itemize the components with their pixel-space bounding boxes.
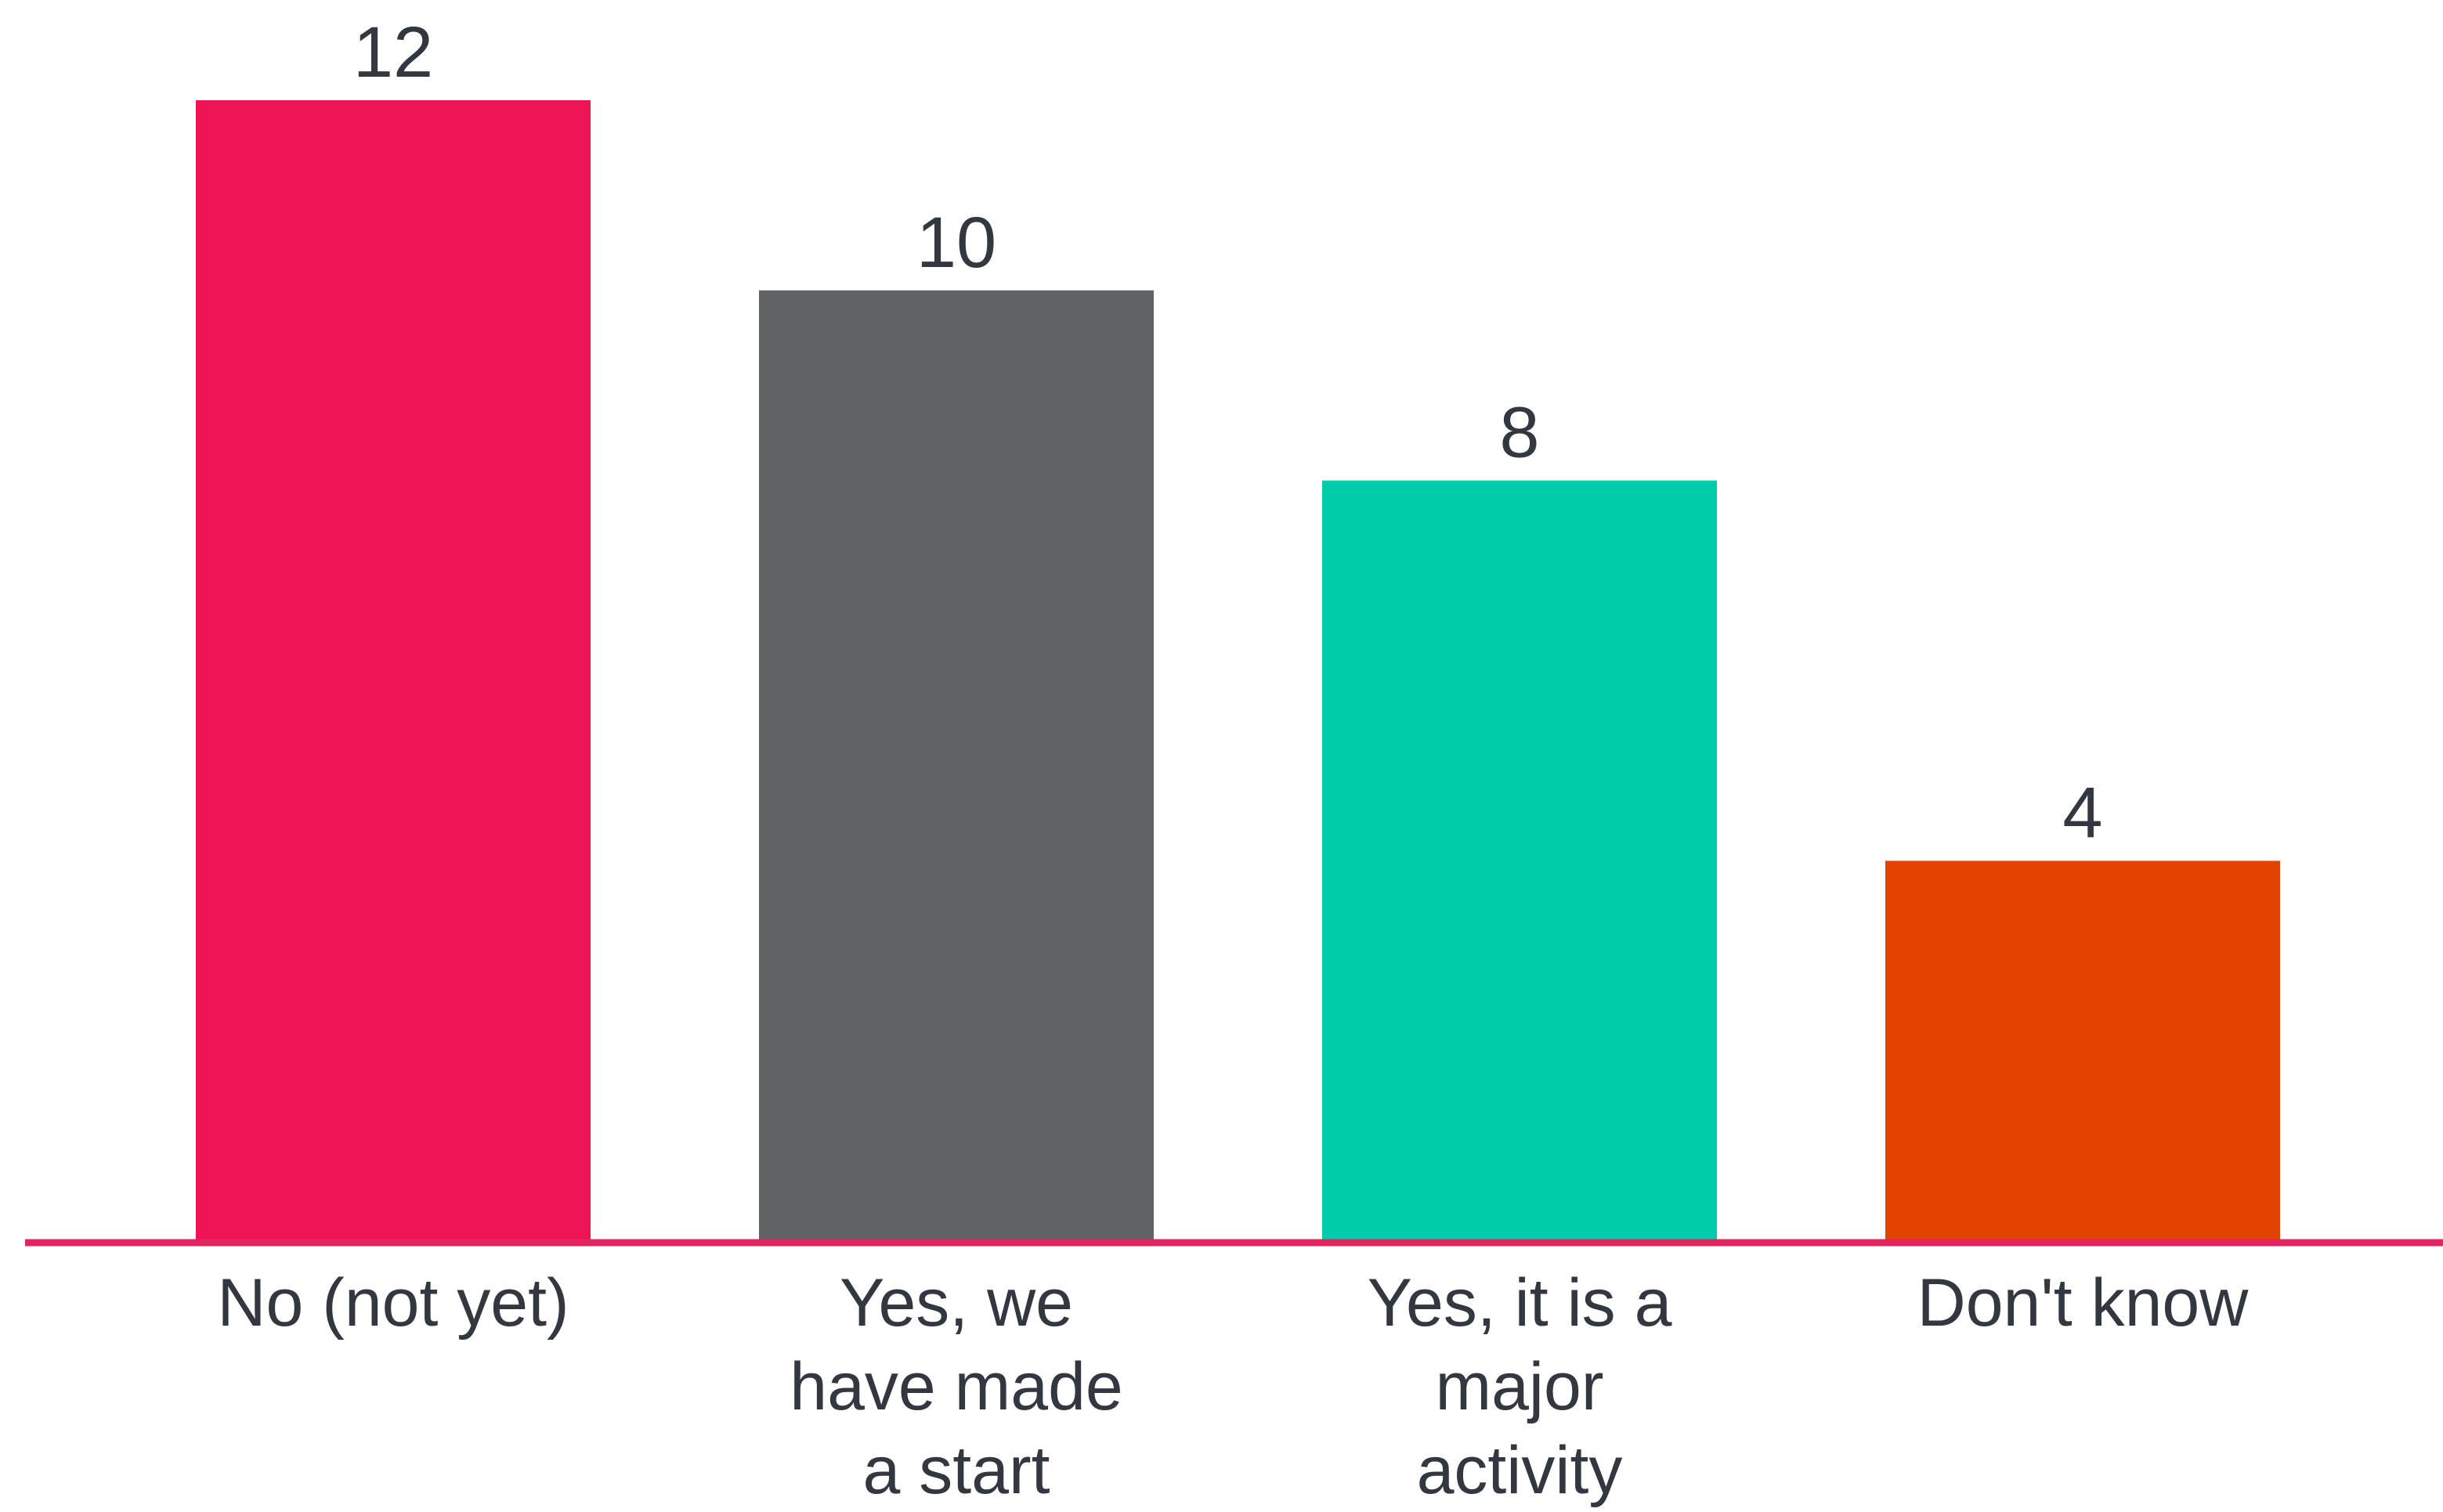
value-label-3: 8 — [1499, 393, 1539, 473]
category-label-3-line-2: major — [1435, 1349, 1603, 1424]
category-label-3: Yes, it is a major activity — [1368, 1265, 1672, 1508]
category-label-2-line-1: Yes, we — [840, 1265, 1073, 1341]
bar-2 — [759, 290, 1154, 1241]
value-label-1: 12 — [353, 13, 433, 92]
category-label-3-line-3: activity — [1417, 1433, 1623, 1508]
bar-1 — [196, 100, 591, 1241]
bar-4 — [1885, 861, 2280, 1241]
bars-group — [196, 100, 2280, 1241]
value-labels-group: 12 10 8 4 — [353, 13, 2103, 853]
category-labels-group: No (not yet) Yes, we have made a startYes, … — [217, 1265, 2249, 1508]
category-label-4-line-1: Don't know — [1917, 1265, 2250, 1341]
category-label-2: Yes, we have made a start — [790, 1265, 1123, 1508]
category-label-1-line-1: No (not yet) — [217, 1265, 569, 1341]
value-label-4: 4 — [2062, 773, 2102, 853]
bar-3 — [1322, 480, 1717, 1241]
value-label-2: 10 — [916, 203, 996, 283]
category-label-3-line-1: Yes, it is a — [1368, 1265, 1672, 1341]
category-label-4: Don't know — [1917, 1265, 2250, 1341]
category-label-2-line-2: have made — [790, 1349, 1123, 1424]
category-label-1: No (not yet) — [217, 1265, 569, 1341]
category-label-2-line-3: a start — [863, 1433, 1050, 1508]
